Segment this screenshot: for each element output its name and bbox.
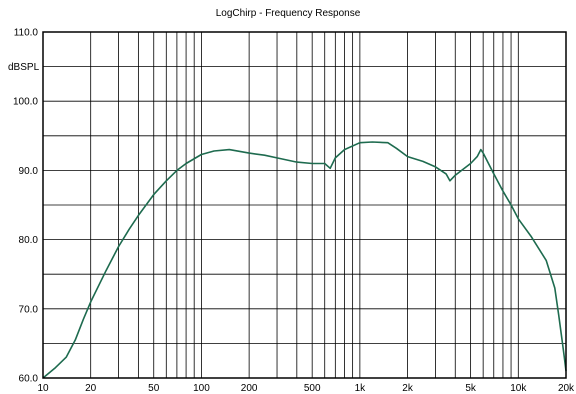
y-tick-label: 100.0 (13, 97, 38, 108)
y-axis: 60.0 70.0 80.0 90.0 100.0 110.0 (13, 28, 38, 385)
y-tick-label: 60.0 (19, 374, 39, 385)
y-tick-label: 90.0 (19, 166, 39, 177)
grid (43, 32, 566, 378)
x-axis: 10 20 50 100 200 500 1k 2k 5k 10k 20k (37, 383, 575, 394)
x-tick-label: 100 (193, 383, 210, 394)
x-tick-label: 5k (465, 383, 477, 394)
x-tick-label: 20 (85, 383, 97, 394)
x-tick-label: 1k (355, 383, 367, 394)
x-tick-label: 20k (558, 383, 575, 394)
y-tick-label: 110.0 (14, 28, 39, 39)
x-tick-label: 500 (304, 383, 321, 394)
series-layer (42, 141, 567, 379)
y-tick-label: 80.0 (19, 235, 39, 246)
series-line (42, 141, 567, 379)
x-tick-label: 2k (402, 383, 414, 394)
chart-title: LogChirp - Frequency Response (215, 8, 361, 19)
x-tick-label: 10k (510, 383, 527, 394)
y-tick-label: 70.0 (19, 304, 39, 315)
x-tick-label: 10 (37, 383, 49, 394)
y-axis-label: dBSPL (8, 62, 40, 73)
x-tick-label: 50 (148, 383, 160, 394)
x-tick-label: 200 (241, 383, 258, 394)
plot-frame (42, 31, 567, 379)
